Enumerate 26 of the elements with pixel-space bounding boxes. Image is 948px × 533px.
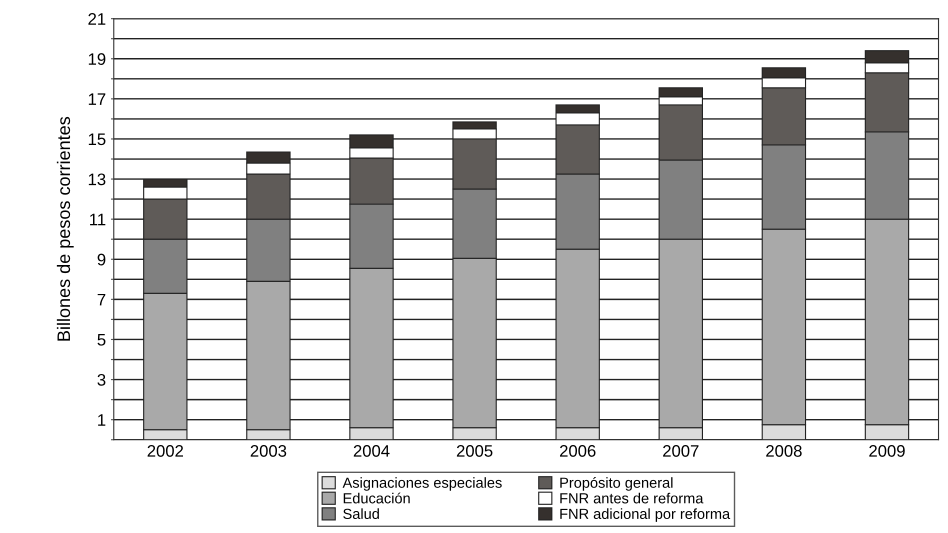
y-tick-label: 3 <box>97 374 106 386</box>
y-tick-label: 19 <box>88 53 106 65</box>
x-tick-label: 2002 <box>148 445 184 457</box>
y-tick-label: 9 <box>98 254 106 266</box>
legend-label: Salud <box>343 508 379 520</box>
legend-label: Asignaciones especiales <box>342 477 502 491</box>
legend-label: FNR adicional por reforma <box>560 508 730 522</box>
x-tick-label: 2009 <box>869 445 905 457</box>
x-tick-label: 2008 <box>766 445 802 457</box>
y-tick-label: 15 <box>88 134 106 146</box>
x-tick-label: 2006 <box>560 445 596 457</box>
legend-label: FNR antes de reforma <box>560 492 704 504</box>
y-tick-label: 21 <box>88 13 106 25</box>
y-tick-label: 11 <box>90 214 106 226</box>
y-tick-label: 5 <box>98 334 106 346</box>
y-tick-label: 17 <box>88 93 106 105</box>
x-tick-label: 2004 <box>354 445 390 457</box>
y-tick-label: 1 <box>98 414 106 426</box>
legend-label: Educación <box>344 492 410 504</box>
x-tick-label: 2007 <box>663 445 698 457</box>
x-tick-label: 2003 <box>250 445 286 457</box>
y-tick-label: 13 <box>88 173 106 186</box>
x-tick-label: 2005 <box>456 445 492 457</box>
y-axis-title: Billones de pesos corrientes <box>56 116 74 341</box>
y-tick-label: 7 <box>98 294 106 306</box>
legend-label: Propósito general <box>560 477 672 491</box>
